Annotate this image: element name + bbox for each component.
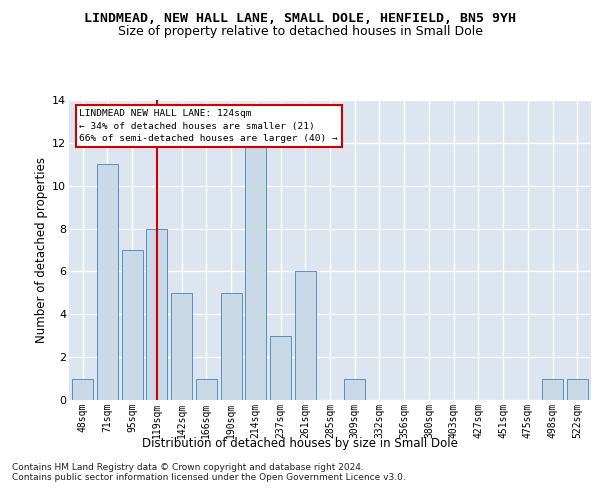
- Text: LINDMEAD NEW HALL LANE: 124sqm
← 34% of detached houses are smaller (21)
66% of : LINDMEAD NEW HALL LANE: 124sqm ← 34% of …: [79, 109, 338, 143]
- Bar: [567, 378, 588, 400]
- Bar: [171, 293, 192, 400]
- Bar: [196, 378, 217, 400]
- Bar: [97, 164, 118, 400]
- Bar: [146, 228, 167, 400]
- Bar: [122, 250, 143, 400]
- Bar: [344, 378, 365, 400]
- Bar: [245, 143, 266, 400]
- Text: Size of property relative to detached houses in Small Dole: Size of property relative to detached ho…: [118, 25, 482, 38]
- Bar: [542, 378, 563, 400]
- Text: Contains HM Land Registry data © Crown copyright and database right 2024.
Contai: Contains HM Land Registry data © Crown c…: [12, 462, 406, 482]
- Text: LINDMEAD, NEW HALL LANE, SMALL DOLE, HENFIELD, BN5 9YH: LINDMEAD, NEW HALL LANE, SMALL DOLE, HEN…: [84, 12, 516, 26]
- Bar: [221, 293, 242, 400]
- Y-axis label: Number of detached properties: Number of detached properties: [35, 157, 48, 343]
- Bar: [72, 378, 93, 400]
- Text: Distribution of detached houses by size in Small Dole: Distribution of detached houses by size …: [142, 438, 458, 450]
- Bar: [295, 272, 316, 400]
- Bar: [270, 336, 291, 400]
